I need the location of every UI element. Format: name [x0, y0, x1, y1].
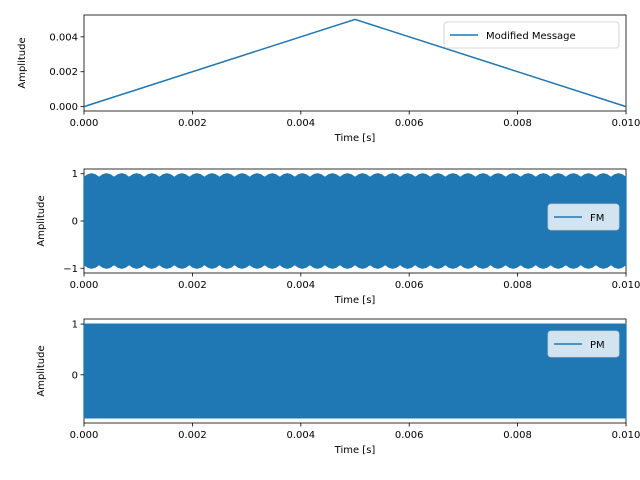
chart-3-x-tick-label: 0.010: [612, 430, 640, 441]
chart-1-x-tick-label: 0.008: [503, 118, 532, 129]
chart-1-legend-box: [443, 21, 620, 49]
chart-2-x-tick-label: 0.002: [178, 280, 207, 291]
chart-1-y-axis-label: Amplitude: [17, 37, 28, 88]
chart-2-legend-label: FM: [590, 213, 604, 224]
chart-2-y-tick-label: −1: [63, 264, 78, 275]
chart-1-x-tick-label: 0.004: [286, 118, 315, 129]
chart-1-x-tick-label: 0.002: [178, 118, 207, 129]
chart-2-y-axis-label: Amplitude: [36, 195, 47, 246]
chart-2-y-tick-label: 0: [72, 217, 78, 228]
chart-3-series-band: [83, 323, 627, 419]
chart-1-x-tick-label: 0.010: [612, 118, 640, 129]
chart-2-legend-box: [547, 203, 620, 231]
chart-1-y-tick-label: 0.002: [49, 67, 78, 78]
chart-1-series-line: [83, 18, 627, 108]
chart-2-x-tick-label: 0.004: [286, 280, 315, 291]
chart-3-x-tick-label: 0.006: [395, 430, 424, 441]
chart-3-y-tick-label: 1: [72, 320, 78, 331]
chart-2-x-axis-label: Time [s]: [334, 295, 376, 306]
chart-3-y-tick-label: 0: [72, 370, 78, 381]
chart-2-x-tick-label: 0.010: [612, 280, 640, 291]
chart-3-x-tick-label: 0.000: [70, 430, 99, 441]
chart-3-x-axis-label: Time [s]: [334, 445, 376, 456]
chart-3-legend-label: PM: [590, 340, 605, 351]
chart-3-y-axis-label: Amplitude: [36, 345, 47, 396]
chart-1-legend-label: Modified Message: [486, 31, 576, 42]
chart-3-legend-box: [547, 330, 620, 358]
chart-2-series-band: [83, 173, 627, 269]
chart-2-x-tick-label: 0.000: [70, 280, 99, 291]
chart-2-x-tick-label: 0.006: [395, 280, 424, 291]
chart-1-axes-frame: [83, 14, 627, 112]
chart-1-x-tick-label: 0.006: [395, 118, 424, 129]
chart-2-x-tick-label: 0.008: [503, 280, 532, 291]
chart-3-x-tick-label: 0.002: [178, 430, 207, 441]
chart-1-x-axis-label: Time [s]: [334, 133, 376, 144]
chart-2-y-tick-label: 1: [72, 169, 78, 180]
chart-1-x-tick-label: 0.000: [70, 118, 99, 129]
chart-3-x-tick-label: 0.008: [503, 430, 532, 441]
chart-1-y-tick-label: 0.004: [49, 32, 78, 43]
chart-1-y-tick-label: 0.000: [49, 102, 78, 113]
chart-3-x-tick-label: 0.004: [286, 430, 315, 441]
